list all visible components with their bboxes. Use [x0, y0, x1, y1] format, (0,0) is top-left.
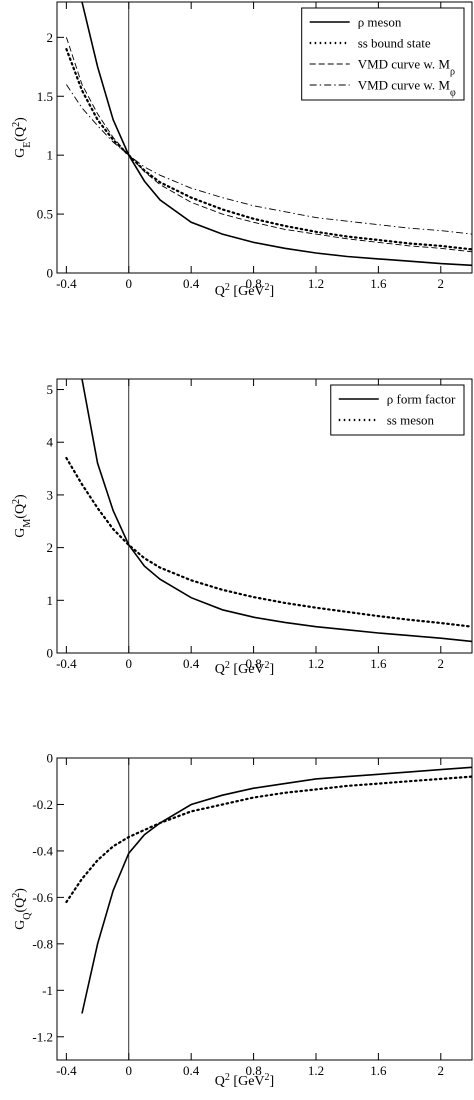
- series-line: [65, 456, 472, 628]
- legend-label: VMD curve w. Mφ: [358, 78, 456, 99]
- x-tick-label: 0: [126, 1063, 133, 1078]
- series-line: [66, 84, 472, 235]
- series-line: [65, 48, 472, 251]
- y-tick-label: -1: [42, 983, 53, 998]
- x-tick-label: -0.4: [56, 656, 77, 671]
- x-axis-label: Q2 [GeV2]: [215, 282, 274, 300]
- x-tick-label: 0.4: [183, 1063, 200, 1078]
- x-tick-label: 1.6: [370, 1063, 387, 1078]
- legend-label: ss meson: [387, 413, 435, 428]
- legend: ρ meson ss bound state VMD curve w. MρVMD …: [301, 7, 465, 101]
- x-tick-label: 0.8: [245, 656, 261, 671]
- y-tick-label: -1.2: [32, 1029, 53, 1044]
- y-tick-label: 2: [47, 540, 54, 555]
- x-tick-label: 0: [126, 656, 133, 671]
- x-tick-label: 0.4: [183, 656, 200, 671]
- x-tick-label: 2: [438, 656, 445, 671]
- y-tick-label: -0.6: [32, 890, 53, 905]
- x-tick-label: -0.4: [56, 1063, 77, 1078]
- plot-frame: [56, 757, 473, 1061]
- legend-label: ρ meson: [358, 15, 402, 30]
- x-tick-label: 2: [438, 1063, 445, 1078]
- y-tick-label: 0.5: [37, 207, 53, 222]
- x-tick-label: 1.2: [308, 656, 324, 671]
- panel: -0.4 0 0.4 0.8 1.2 1.6 2 -1.2 -1 -0.8 -0.6 -0.4 -0.2…: [11, 751, 473, 1090]
- plot-frame: [56, 1, 473, 274]
- legend: ρ form factor ss meson: [330, 384, 465, 436]
- x-tick-label: -0.4: [56, 276, 77, 291]
- legend-label: VMD curve w. Mρ: [358, 57, 455, 78]
- y-axis-label: GQ(Q2): [11, 888, 33, 930]
- legend-label: ρ form factor: [387, 392, 456, 407]
- y-tick-label: 4: [47, 435, 54, 450]
- x-tick-label: 2: [438, 276, 445, 291]
- x-tick-label: 1.2: [308, 1063, 324, 1078]
- x-axis-label: Q2 [GeV2]: [215, 660, 274, 678]
- x-tick-label: 0: [126, 276, 133, 291]
- plot-frame: [56, 378, 473, 654]
- series-line: [81, 379, 472, 643]
- y-tick-label: -0.4: [32, 843, 53, 858]
- y-tick-label: 0: [47, 646, 54, 661]
- x-tick-label: 1.2: [308, 276, 324, 291]
- y-axis-label: GM(Q2): [11, 494, 33, 538]
- series-line: [81, 766, 472, 1014]
- x-tick-label: 0.4: [183, 276, 200, 291]
- x-axis-label: Q2 [GeV2]: [215, 1072, 274, 1090]
- x-tick-label: 0.8: [245, 1063, 261, 1078]
- series-line: [81, 2, 472, 267]
- y-tick-label: 1: [47, 593, 54, 608]
- y-tick-label: 1.5: [37, 89, 53, 104]
- x-tick-label: 1.6: [370, 276, 387, 291]
- series-line: [65, 775, 472, 904]
- y-tick-label: 2: [47, 30, 54, 45]
- y-axis-label: GE(Q2): [11, 117, 33, 158]
- series-line: [65, 37, 472, 253]
- y-tick-label: 0: [47, 751, 54, 766]
- x-tick-label: 0.8: [245, 276, 261, 291]
- x-tick-label: 1.6: [370, 656, 387, 671]
- y-tick-label: 1: [47, 148, 54, 163]
- y-tick-label: 5: [47, 382, 54, 397]
- y-tick-label: -0.8: [32, 936, 53, 951]
- y-tick-label: 0: [47, 266, 54, 281]
- y-tick-label: 3: [47, 487, 54, 502]
- legend-label: ss bound state: [358, 36, 431, 51]
- legend-box: [330, 384, 465, 436]
- y-tick-label: -0.2: [32, 797, 53, 812]
